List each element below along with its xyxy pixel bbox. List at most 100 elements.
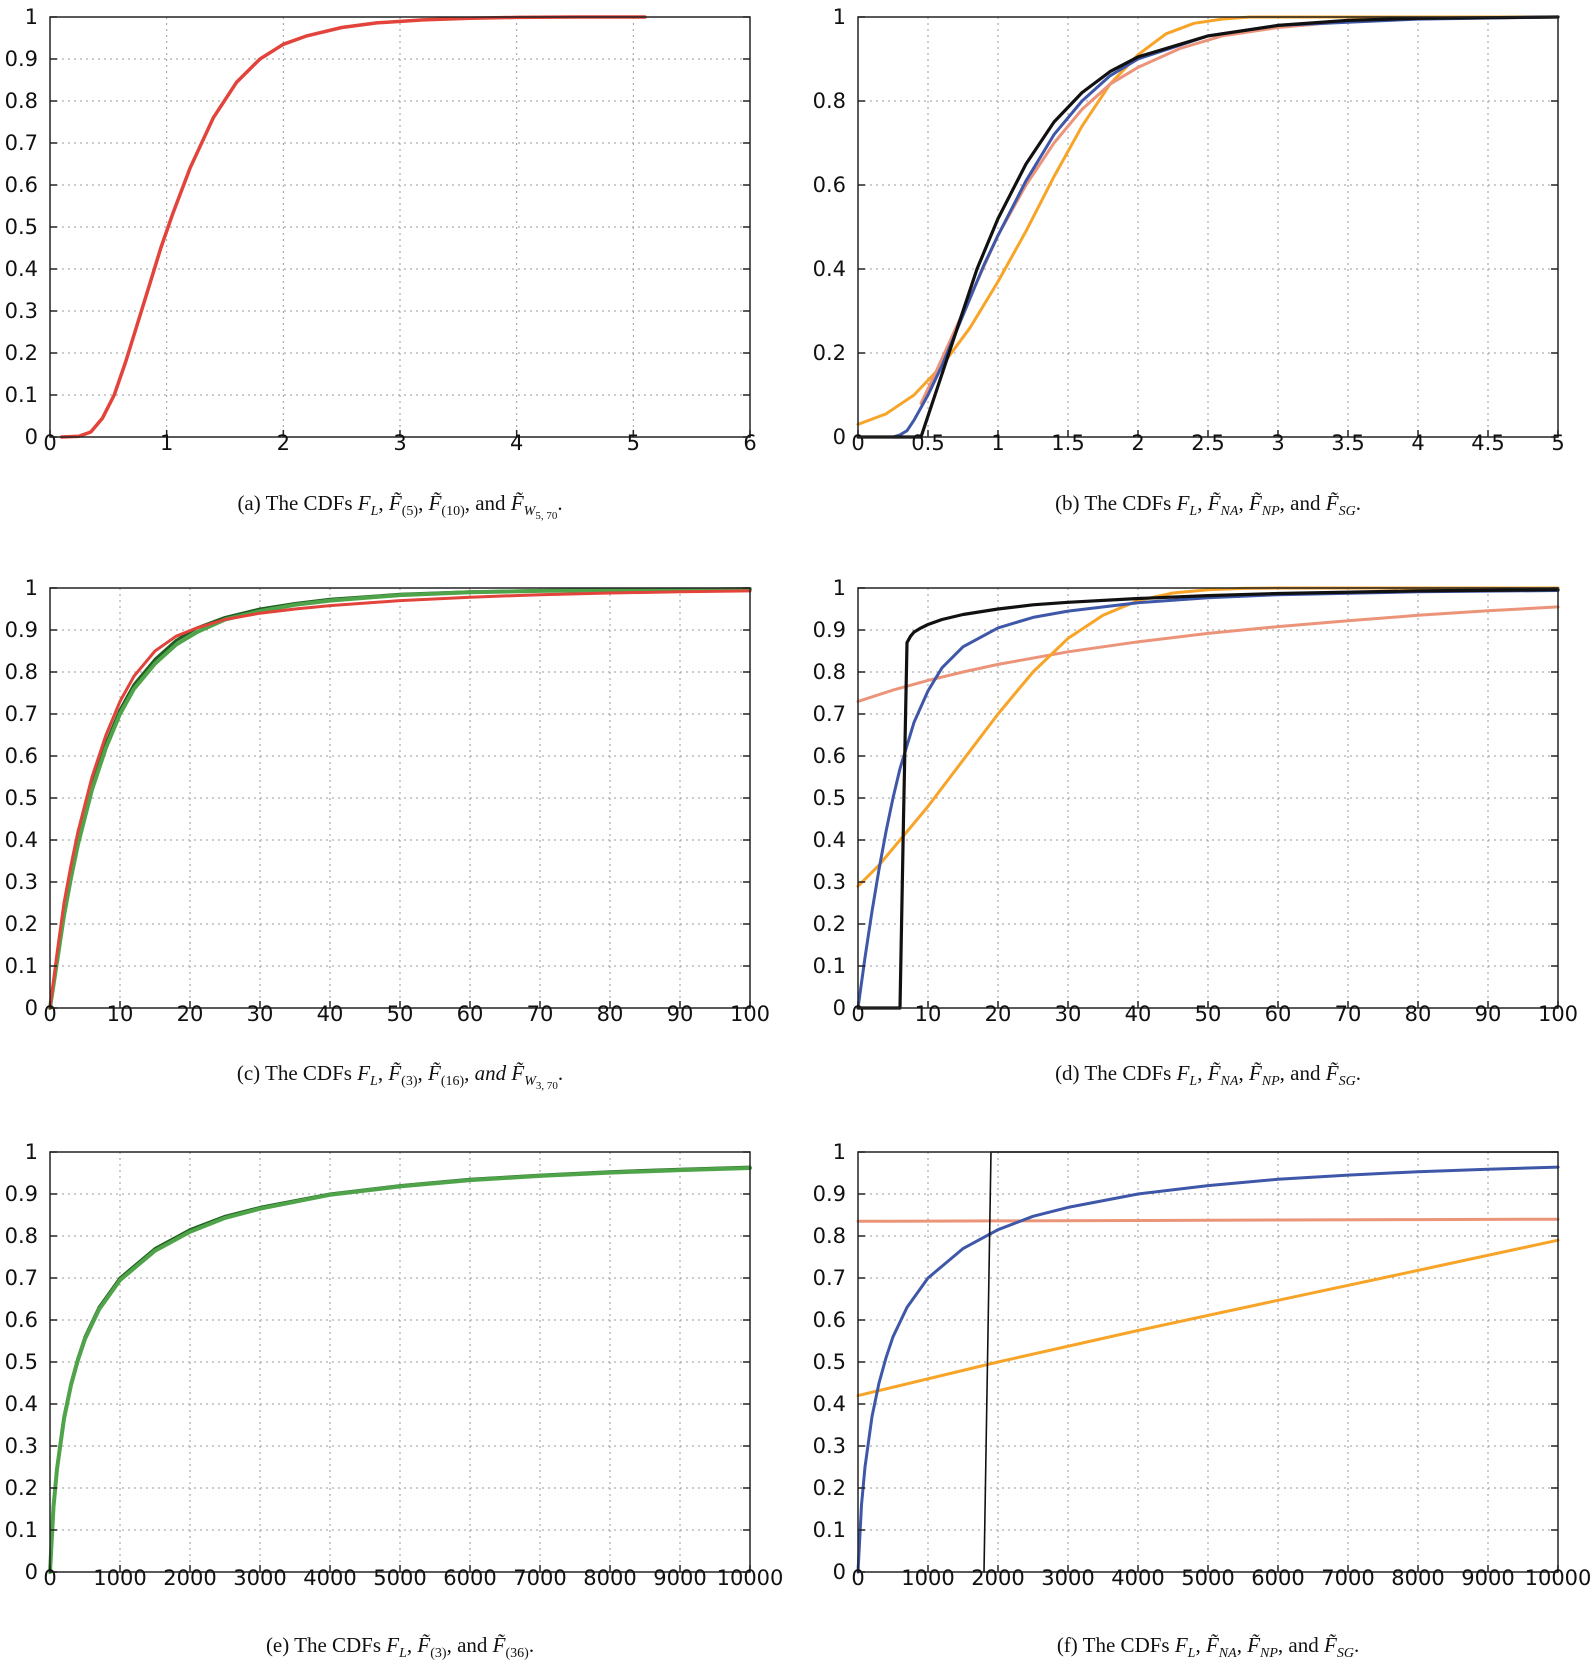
chart-b-xtick-label: 4 — [1411, 431, 1424, 455]
chart-f-grid — [858, 1152, 1558, 1572]
chart-a-grid — [50, 17, 750, 437]
chart-c-ytick-label: 0.7 — [5, 702, 38, 726]
chart-b-xtick-label: 1.5 — [1051, 431, 1084, 455]
chart-a-series — [59, 15, 647, 439]
chart-a-caption-tail: , and — [465, 491, 506, 515]
chart-a-ytick-label: 0.6 — [5, 173, 38, 197]
chart-f-caption-lead: (f) The CDFs — [1057, 1633, 1170, 1657]
chart-f-xtick-label: 0 — [851, 1566, 864, 1590]
chart-e-ytick-label: 0.2 — [5, 1476, 38, 1500]
chart-c-xtick-label: 0 — [43, 1002, 56, 1026]
chart-e-xtick-label: 5000 — [373, 1566, 426, 1590]
chart-a-ytick-label: 0.4 — [5, 257, 38, 281]
chart-d-ytick-label: 0.4 — [813, 828, 846, 852]
chart-b-caption-lead: (b) The CDFs — [1055, 491, 1171, 515]
chart-d-xtick-label: 0 — [851, 1002, 864, 1026]
chart-d-caption-tail: , and — [1280, 1061, 1321, 1085]
chart-c-caption-tail: , and — [464, 1061, 507, 1085]
chart-e-ytick-label: 0.7 — [5, 1266, 38, 1290]
chart-c-grid — [50, 588, 750, 1008]
chart-d-ytick-label: 0.2 — [813, 912, 846, 936]
chart-a-xtick-label: 0 — [43, 431, 56, 455]
chart-c: 0 10 20 30 40 50 60 70 80 90 10000.10.20.30.40.50.… — [5, 576, 770, 1092]
chart-c-ytick-label: 0.2 — [5, 912, 38, 936]
chart-e: 0 1000 2000 3000 4000 5000 6000 7000 8000 9000 100… — [5, 1140, 784, 1661]
chart-b-ytick-label: 0.8 — [813, 89, 846, 113]
chart-d-ytick-label: 0.8 — [813, 660, 846, 684]
chart-d-xtick-label: 70 — [1335, 1002, 1362, 1026]
chart-e-xtick-label: 1000 — [93, 1566, 146, 1590]
chart-b-xtick-label: 0 — [851, 431, 864, 455]
chart-b-ticks: 0 0.5 1 1.5 2 2.5 3 3.5 4 4.5 5 0 0.2 0.4 0.6 0.8 1 — [813, 5, 1565, 455]
chart-b-xtick-label: 3.5 — [1331, 431, 1364, 455]
chart-f-ytick-label: 0.6 — [813, 1308, 846, 1332]
chart-e-xtick-label: 2000 — [163, 1566, 216, 1590]
chart-a-ticks: 0 1 2 3 4 5 600.10.20.30.40.50.60.70.80.91 — [5, 5, 757, 455]
chart-a-caption-lead: (a) The CDFs — [237, 491, 352, 515]
chart-c-xtick-label: 100 — [730, 1002, 770, 1026]
chart-f-ytick-label: 1 — [833, 1140, 846, 1164]
chart-c-xtick-label: 80 — [597, 1002, 624, 1026]
chart-a-ytick-label: 0.1 — [5, 383, 38, 407]
chart-a-xtick-label: 5 — [627, 431, 640, 455]
chart-f-ytick-label: 0.5 — [813, 1350, 846, 1374]
chart-f-series-2-line — [856, 1165, 1560, 1574]
chart-c-ytick-label: 1 — [25, 576, 38, 600]
chart-c-ytick-label: 0.1 — [5, 954, 38, 978]
chart-d-series-1-line — [856, 586, 1560, 888]
chart-d-ytick-label: 0.3 — [813, 870, 846, 894]
chart-d-ytick-label: 0.6 — [813, 744, 846, 768]
chart-d-ytick-label: 0.1 — [813, 954, 846, 978]
chart-b-ytick-label: 0.4 — [813, 257, 846, 281]
chart-e-caption-tail: , and — [447, 1633, 488, 1657]
chart-f-xtick-label: 2000 — [971, 1566, 1024, 1590]
chart-f-caption-tail: , and — [1278, 1633, 1319, 1657]
chart-c-ytick-label: 0.9 — [5, 618, 38, 642]
chart-e-xtick-label: 7000 — [513, 1566, 566, 1590]
chart-e-ytick-label: 0.8 — [5, 1224, 38, 1248]
chart-c-xtick-label: 70 — [527, 1002, 554, 1026]
chart-a-ytick-label: 0.5 — [5, 215, 38, 239]
chart-e-caption-lead: (e) The CDFs — [266, 1633, 381, 1657]
chart-a-xtick-label: 4 — [510, 431, 523, 455]
chart-d-ytick-label: 1 — [833, 576, 846, 600]
chart-f-ytick-label: 0.9 — [813, 1182, 846, 1206]
chart-e-ytick-label: 0.5 — [5, 1350, 38, 1374]
chart-b-series-1-line — [919, 15, 1560, 405]
chart-f-ytick-label: 0.3 — [813, 1434, 846, 1458]
chart-c-ytick-label: 0.5 — [5, 786, 38, 810]
chart-d-series-3-line — [856, 588, 1560, 1010]
chart-b-xtick-label: 5 — [1551, 431, 1564, 455]
chart-e-ytick-label: 0 — [25, 1560, 38, 1584]
chart-d-grid — [858, 588, 1558, 1008]
chart-f-ytick-label: 0.4 — [813, 1392, 846, 1416]
chart-d-xtick-label: 30 — [1055, 1002, 1082, 1026]
chart-b-series — [856, 15, 1560, 439]
chart-a-ytick-label: 0.3 — [5, 299, 38, 323]
chart-d-series-0-line — [856, 605, 1560, 703]
chart-c-xtick-label: 50 — [387, 1002, 414, 1026]
chart-b-ytick-label: 1 — [833, 5, 846, 29]
chart-e-xtick-label: 8000 — [583, 1566, 636, 1590]
chart-f-ytick-label: 0.1 — [813, 1518, 846, 1542]
chart-b-series-0-line — [856, 15, 1560, 426]
chart-f-xtick-label: 5000 — [1181, 1566, 1234, 1590]
chart-a-xtick-label: 3 — [393, 431, 406, 455]
chart-e-ytick-label: 1 — [25, 1140, 38, 1164]
chart-b-series-3-line — [856, 15, 1560, 439]
chart-f-ticks: 0 1000 2000 3000 4000 5000 6000 7000 8000 9000 100… — [813, 1140, 1592, 1590]
chart-f-ytick-label: 0.7 — [813, 1266, 846, 1290]
chart-f-xtick-label: 9000 — [1461, 1566, 1514, 1590]
chart-d-xtick-label: 40 — [1125, 1002, 1152, 1026]
chart-c-ticks: 0 10 20 30 40 50 60 70 80 90 10000.10.20.30.40.50.… — [5, 576, 770, 1026]
chart-c-xtick-label: 10 — [107, 1002, 134, 1026]
chart-d-xtick-label: 80 — [1405, 1002, 1432, 1026]
chart-b-caption-tail: , and — [1280, 491, 1321, 515]
chart-a-caption: (a) The CDFs FL, F̃(5), F̃(10), and F̃W5… — [237, 491, 562, 522]
chart-f-xtick-label: 6000 — [1251, 1566, 1304, 1590]
chart-c-xtick-label: 40 — [317, 1002, 344, 1026]
chart-e-xtick-label: 0 — [43, 1566, 56, 1590]
chart-d-series — [856, 586, 1560, 1010]
chart-a: 0 1 2 3 4 5 600.10.20.30.40.50.60.70.80.91 (a)… — [5, 5, 757, 522]
